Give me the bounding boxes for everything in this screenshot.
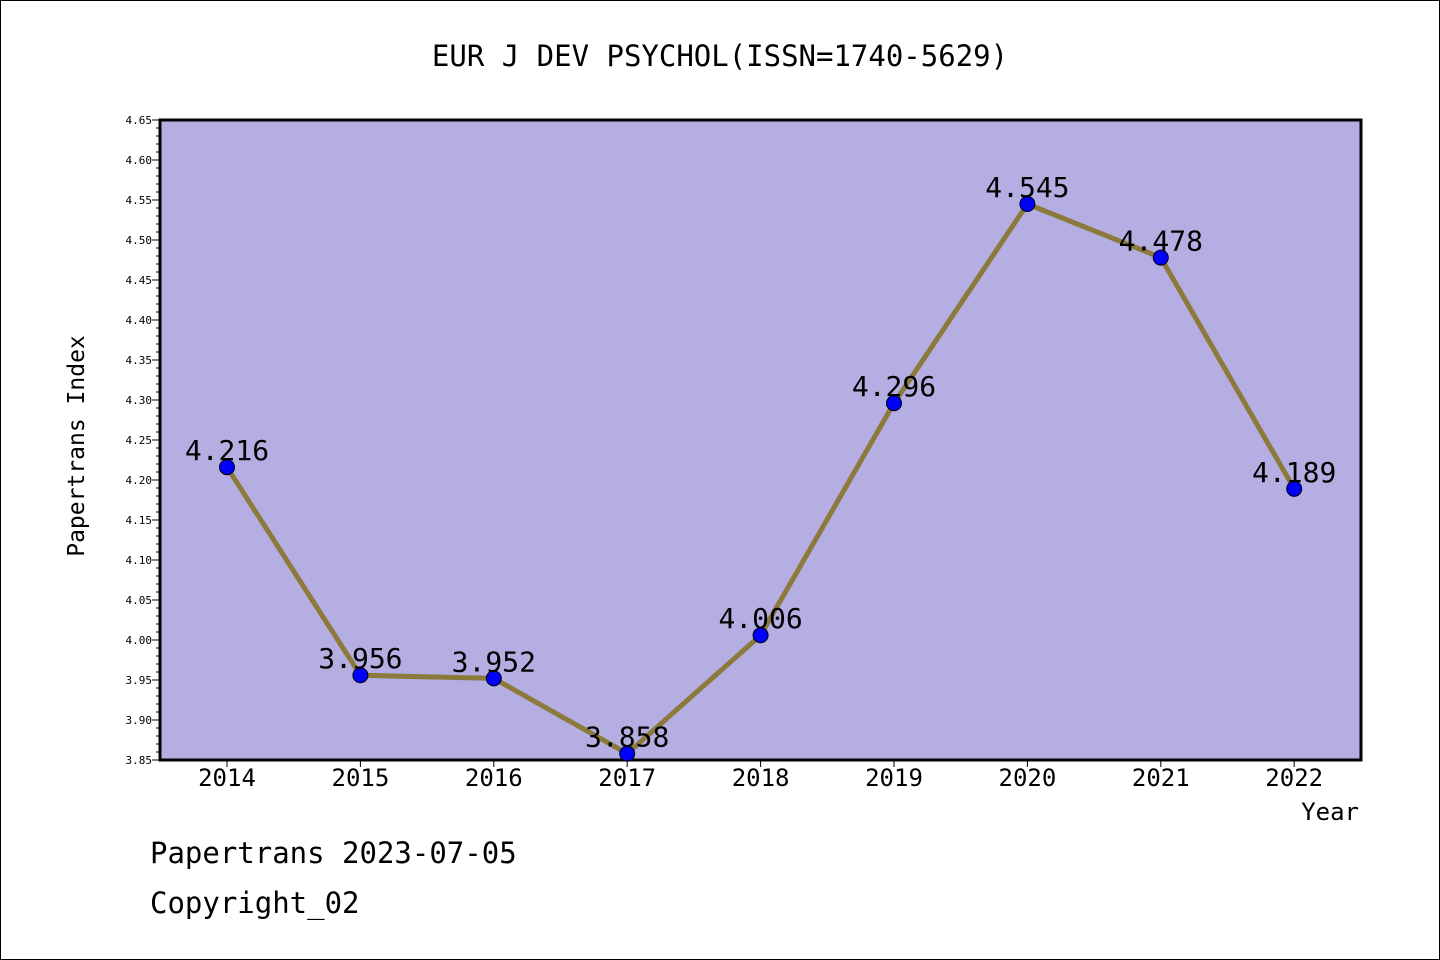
data-point [1019,196,1036,212]
x-tick-label: 2014 [198,764,256,792]
y-tick-label: 4.15 [126,514,153,527]
data-label: 4.006 [718,602,802,635]
y-tick-label: 4.20 [126,474,153,487]
x-tick-label: 2020 [999,764,1057,792]
data-point [619,745,636,762]
data-point [886,395,902,412]
footer-copyright: Copyright_02 [150,886,360,920]
y-tick-label: 4.35 [126,354,153,367]
footer-date: Papertrans 2023-07-05 [150,836,517,870]
data-label: 4.189 [1252,456,1336,489]
x-tick-label: 2022 [1265,764,1323,792]
y-tick-label: 4.40 [126,314,153,327]
x-tick-label: 2018 [732,764,790,792]
data-markers [219,196,1303,762]
data-label: 4.296 [852,370,936,403]
data-point [1286,480,1303,497]
data-label: 4.545 [985,171,1069,204]
data-point [219,459,235,476]
y-tick-label: 4.25 [126,434,153,447]
data-label: 4.478 [1119,225,1203,258]
data-point [1152,249,1169,266]
y-tick-label: 4.10 [126,554,153,567]
y-tick-label: 4.65 [126,114,153,127]
y-axis: 3.85 3.90 3.95 4.00 4.05 4.10 4.15 4.20 4.25 4.30… [126,114,160,767]
data-label: 3.858 [585,721,669,754]
x-tick-label: 2015 [332,764,390,792]
plot-area [158,118,1363,762]
data-label: 3.952 [452,645,536,678]
data-point [352,667,369,684]
y-tick-label: 4.30 [126,394,153,407]
data-label: 3.956 [318,642,402,675]
y-tick-label: 3.95 [126,674,153,687]
x-axis-label: Year [1301,798,1359,826]
y-tick-label: 4.60 [126,154,153,167]
data-label: 4.216 [185,434,269,467]
y-axis-label: Papertrans Index [64,335,90,557]
y-tick-label: 4.50 [126,234,153,247]
y-tick-label: 3.90 [126,714,153,727]
y-tick-label: 4.45 [126,274,153,287]
x-tick-label: 2019 [865,764,923,792]
chart-title: EUR J DEV PSYCHOL(ISSN=1740-5629) [432,39,1008,73]
data-point [752,627,769,644]
x-tick-label: 2021 [1132,764,1190,792]
x-tick-label: 2017 [598,764,656,792]
y-tick-label: 3.85 [126,754,153,767]
x-tick-label: 2016 [465,764,523,792]
data-point [485,670,502,687]
y-tick-label: 4.00 [126,634,153,647]
x-axis: 2014 2015 2016 2017 2018 2019 2020 2021 2022 [198,760,1323,792]
y-tick-label: 4.05 [126,594,153,607]
y-tick-label: 4.55 [126,194,153,207]
data-labels: 4.216 3.956 3.952 3.858 4.006 4.296 4.545 4.478… [185,171,1336,754]
